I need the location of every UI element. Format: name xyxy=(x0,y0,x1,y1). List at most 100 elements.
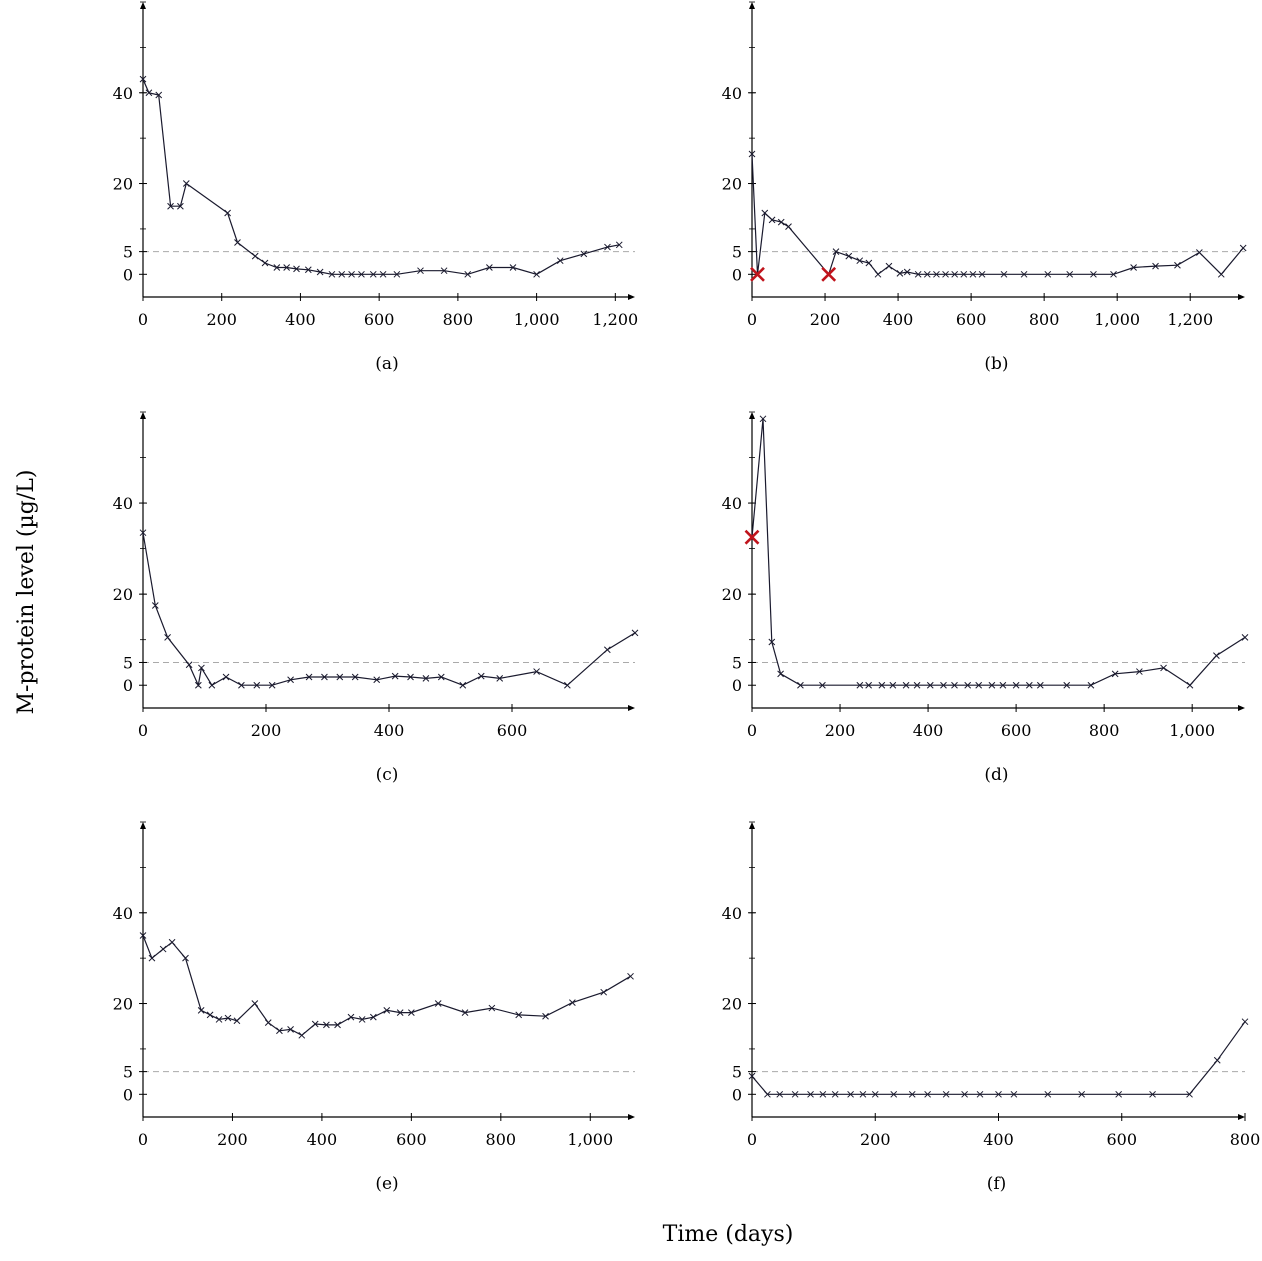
data-point-marker xyxy=(914,270,922,278)
data-point-marker xyxy=(168,938,176,946)
data-point-marker xyxy=(293,265,300,273)
data-point-marker xyxy=(167,202,174,210)
data-point-marker xyxy=(253,681,261,689)
x-tick-label: 400 xyxy=(285,310,316,329)
y-tick-label: 0 xyxy=(123,676,133,695)
data-point-marker xyxy=(139,932,147,939)
data-point-marker xyxy=(885,262,893,270)
series-line xyxy=(142,532,636,688)
data-point-marker xyxy=(1025,681,1033,689)
data-point-marker xyxy=(777,670,784,678)
y-tick-label: 5 xyxy=(732,1063,742,1082)
data-point-marker xyxy=(261,259,269,267)
data-point-marker xyxy=(393,270,401,278)
data-point-marker xyxy=(369,1013,377,1021)
data-point-marker xyxy=(1195,249,1203,256)
data-point-marker xyxy=(1186,681,1194,689)
data-point-marker xyxy=(334,1021,341,1029)
y-tick-label: 40 xyxy=(722,84,742,103)
data-point-marker xyxy=(164,634,171,641)
data-point-marker xyxy=(515,1011,523,1019)
x-axis-arrow xyxy=(1238,705,1245,711)
data-point-marker xyxy=(627,972,634,980)
data-point-marker xyxy=(1044,270,1052,278)
data-point-marker xyxy=(461,1009,469,1016)
data-point-marker xyxy=(819,681,826,689)
data-point-marker xyxy=(264,1019,272,1026)
data-point-marker xyxy=(903,268,911,276)
data-point-marker xyxy=(764,1090,771,1098)
y-axis-arrow xyxy=(749,412,755,419)
data-point-marker xyxy=(748,1072,756,1080)
data-point-marker xyxy=(251,1000,259,1007)
x-tick-label: 200 xyxy=(251,721,282,740)
highlight-marker xyxy=(744,529,760,545)
data-point-marker xyxy=(159,945,167,953)
data-point-marker xyxy=(988,681,996,689)
data-point-marker xyxy=(323,1021,330,1029)
data-point-marker xyxy=(1087,681,1095,689)
data-point-marker xyxy=(488,1004,496,1012)
data-point-marker xyxy=(477,672,485,680)
highlight-marker xyxy=(821,266,837,282)
data-point-marker xyxy=(206,1011,214,1019)
data-point-marker xyxy=(890,1090,898,1098)
data-point-marker xyxy=(878,681,886,689)
data-point-marker xyxy=(759,415,767,423)
data-point-marker xyxy=(902,681,910,689)
y-tick-label: 0 xyxy=(732,1085,742,1104)
data-point-marker xyxy=(1241,634,1249,641)
data-point-marker xyxy=(933,270,940,278)
data-point-marker xyxy=(1149,1090,1156,1098)
data-point-marker xyxy=(185,661,193,669)
data-point-marker xyxy=(198,664,205,672)
data-point-marker xyxy=(1213,1056,1221,1064)
data-point-marker xyxy=(328,270,336,278)
panel-label: (f) xyxy=(987,1174,1007,1194)
x-tick-label: 400 xyxy=(374,721,405,740)
data-point-marker xyxy=(139,529,147,537)
data-point-marker xyxy=(197,1006,205,1014)
x-axis-arrow xyxy=(1238,294,1245,300)
panel-label: (a) xyxy=(375,354,398,374)
data-point-marker xyxy=(1217,270,1225,278)
data-point-marker xyxy=(1110,270,1117,278)
x-tick-label: 0 xyxy=(747,1130,757,1149)
data-point-marker xyxy=(273,264,281,271)
x-axis-arrow xyxy=(628,705,635,711)
data-point-marker xyxy=(797,681,804,689)
data-point-marker xyxy=(268,681,276,689)
y-tick-label: 20 xyxy=(113,175,133,194)
data-point-marker xyxy=(422,675,430,682)
x-tick-label: 1,000 xyxy=(567,1130,613,1149)
series-line xyxy=(751,1021,1246,1095)
data-point-marker xyxy=(926,681,934,689)
data-point-marker xyxy=(287,676,294,684)
data-point-marker xyxy=(768,216,776,224)
data-point-marker xyxy=(182,954,189,962)
x-axis-arrow xyxy=(628,294,635,300)
data-point-marker xyxy=(889,681,897,689)
data-point-marker xyxy=(311,1020,319,1028)
data-point-marker xyxy=(222,673,230,681)
y-tick-label: 40 xyxy=(113,904,133,923)
data-point-marker xyxy=(999,681,1007,689)
data-point-marker xyxy=(831,1090,839,1098)
x-tick-label: 600 xyxy=(1106,1130,1137,1149)
data-point-marker xyxy=(995,1090,1002,1098)
y-tick-label: 20 xyxy=(722,585,742,604)
data-point-marker xyxy=(748,150,756,158)
data-point-marker xyxy=(338,270,346,278)
x-tick-label: 1,200 xyxy=(592,310,638,329)
x-tick-label: 0 xyxy=(138,1130,148,1149)
data-point-marker xyxy=(847,1090,854,1098)
data-point-marker xyxy=(238,681,245,689)
x-tick-label: 800 xyxy=(1029,310,1060,329)
data-point-marker xyxy=(791,1090,799,1098)
data-point-marker xyxy=(139,75,147,83)
data-point-marker xyxy=(1239,244,1247,252)
data-point-marker xyxy=(1000,270,1008,278)
